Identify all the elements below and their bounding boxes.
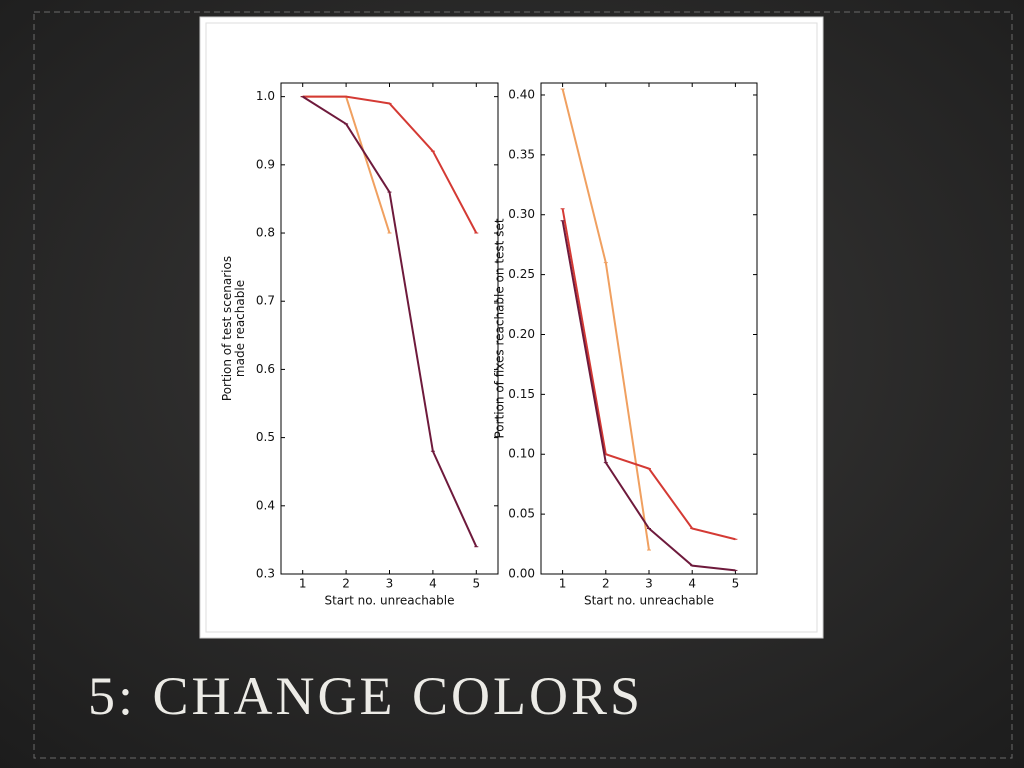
y-axis-label: made reachable — [233, 280, 247, 377]
y-tick-label: 0.15 — [508, 387, 535, 401]
x-tick-label: 1 — [299, 577, 307, 591]
y-tick-label: 0.6 — [256, 362, 275, 376]
y-tick-label: 0.9 — [256, 157, 275, 171]
y-tick-label: 0.4 — [256, 498, 275, 512]
x-tick-label: 5 — [732, 577, 740, 591]
stitching — [33, 11, 1013, 759]
x-tick-label: 2 — [602, 577, 610, 591]
plots: 0.3 0.4 0.5 0.6 0.7 0.8 0.9 1.0 1 2 3 4 5 Start no. u… — [220, 82, 758, 608]
y-tick-label: 0.40 — [508, 87, 535, 101]
x-tick-label: 4 — [688, 577, 696, 591]
x-tick-label: 5 — [472, 577, 480, 591]
y-axis-label: Portion of fixes reachable on test set — [493, 218, 507, 438]
y-tick-label: 0.8 — [256, 226, 275, 240]
figure-inner-border — [205, 22, 818, 633]
y-tick-label: 0.05 — [508, 507, 535, 521]
y-tick-label: 0.35 — [508, 147, 535, 161]
x-tick-label: 2 — [342, 577, 350, 591]
x-tick-label: 1 — [559, 577, 567, 591]
x-tick-label: 4 — [429, 577, 437, 591]
x-tick-label: 3 — [386, 577, 394, 591]
y-tick-label: 0.20 — [508, 327, 535, 341]
y-tick-label: 0.10 — [508, 447, 535, 461]
y-tick-label: 0.7 — [256, 294, 275, 308]
x-axis-label: Start no. unreachable — [584, 594, 714, 608]
y-tick-label: 1.0 — [256, 89, 275, 103]
y-tick-label: 0.25 — [508, 267, 535, 281]
y-axis-label: Portion of test scenarios — [220, 256, 234, 401]
y-tick-label: 0.3 — [256, 567, 275, 581]
y-tick-label: 0.5 — [256, 430, 275, 444]
y-tick-label: 0.00 — [508, 567, 535, 581]
axes-frame — [280, 82, 499, 575]
y-tick-label: 0.30 — [508, 207, 535, 221]
axes-frame — [540, 82, 758, 575]
x-tick-label: 3 — [645, 577, 653, 591]
slide-title: 5: CHANGE COLORS — [88, 666, 643, 726]
x-axis-label: Start no. unreachable — [324, 594, 454, 608]
